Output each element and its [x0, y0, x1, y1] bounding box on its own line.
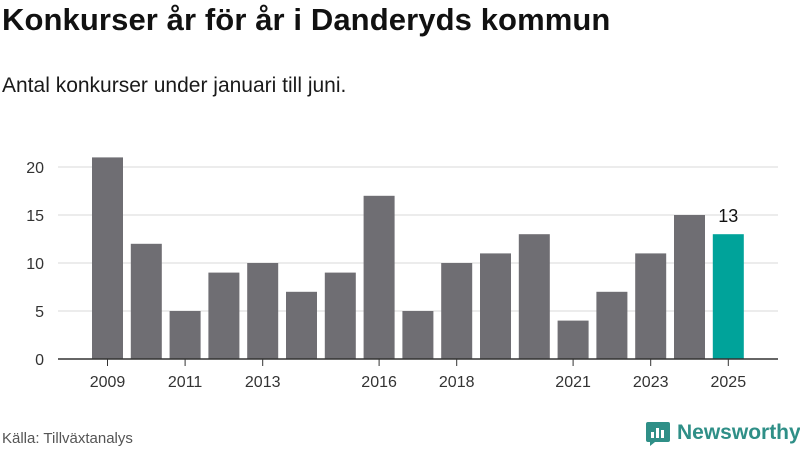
y-tick-label: 0: [35, 352, 44, 369]
x-tick-label: 2021: [555, 374, 591, 391]
x-tick-label: 2009: [90, 374, 126, 391]
bar-2020: [518, 234, 550, 359]
bar-2015: [324, 272, 356, 359]
bar-chart: 0 5 10 15 20 2009 2011 2013 2016 2018 2021 2023 202…: [26, 157, 778, 391]
x-tick-label: 2018: [439, 374, 475, 391]
bar-2012: [208, 272, 240, 359]
x-tick-label: 2025: [711, 374, 747, 391]
bar-2016: [363, 195, 395, 359]
bar-2014: [286, 291, 317, 359]
x-tick-label: 2013: [245, 374, 281, 391]
x-tick-label: 2023: [633, 374, 669, 391]
chart-title: Konkurser år för år i Danderyds kommun: [2, 2, 611, 37]
bar-2022: [596, 291, 628, 359]
bar-2019: [480, 253, 511, 359]
bar-2025: [712, 234, 744, 359]
y-tick-label: 10: [26, 256, 44, 273]
bar-2010: [130, 243, 162, 359]
brand-name: Newsworthy: [677, 421, 800, 444]
y-tick-label: 15: [26, 208, 44, 225]
x-tick-label: 2016: [361, 374, 397, 391]
y-tick-label: 20: [26, 160, 44, 177]
bar-2021: [557, 320, 589, 359]
x-tick-label: 2011: [168, 374, 203, 391]
chart-subtitle: Antal konkurser under januari till juni.: [2, 74, 347, 97]
source-note: Källa: Tillväxtanalys: [2, 430, 133, 447]
brand: Newsworthy: [645, 420, 800, 446]
bar-2011: [169, 311, 201, 359]
highlight-value-label: 13: [718, 206, 738, 226]
bar-2024: [674, 215, 705, 359]
bar-2023: [635, 253, 667, 359]
x-axis-ticks: 2009 2011 2013 2016 2018 2021 2023 2025: [90, 359, 746, 391]
bar-2009: [92, 157, 123, 359]
bar-2017: [402, 311, 434, 359]
y-axis-ticks: 0 5 10 15 20: [26, 160, 44, 369]
newsworthy-logo-icon: [646, 422, 670, 446]
bars: [92, 157, 744, 359]
bar-2013: [247, 263, 279, 359]
bar-2018: [441, 263, 473, 359]
gridlines: [58, 166, 778, 312]
y-tick-label: 5: [35, 304, 44, 321]
